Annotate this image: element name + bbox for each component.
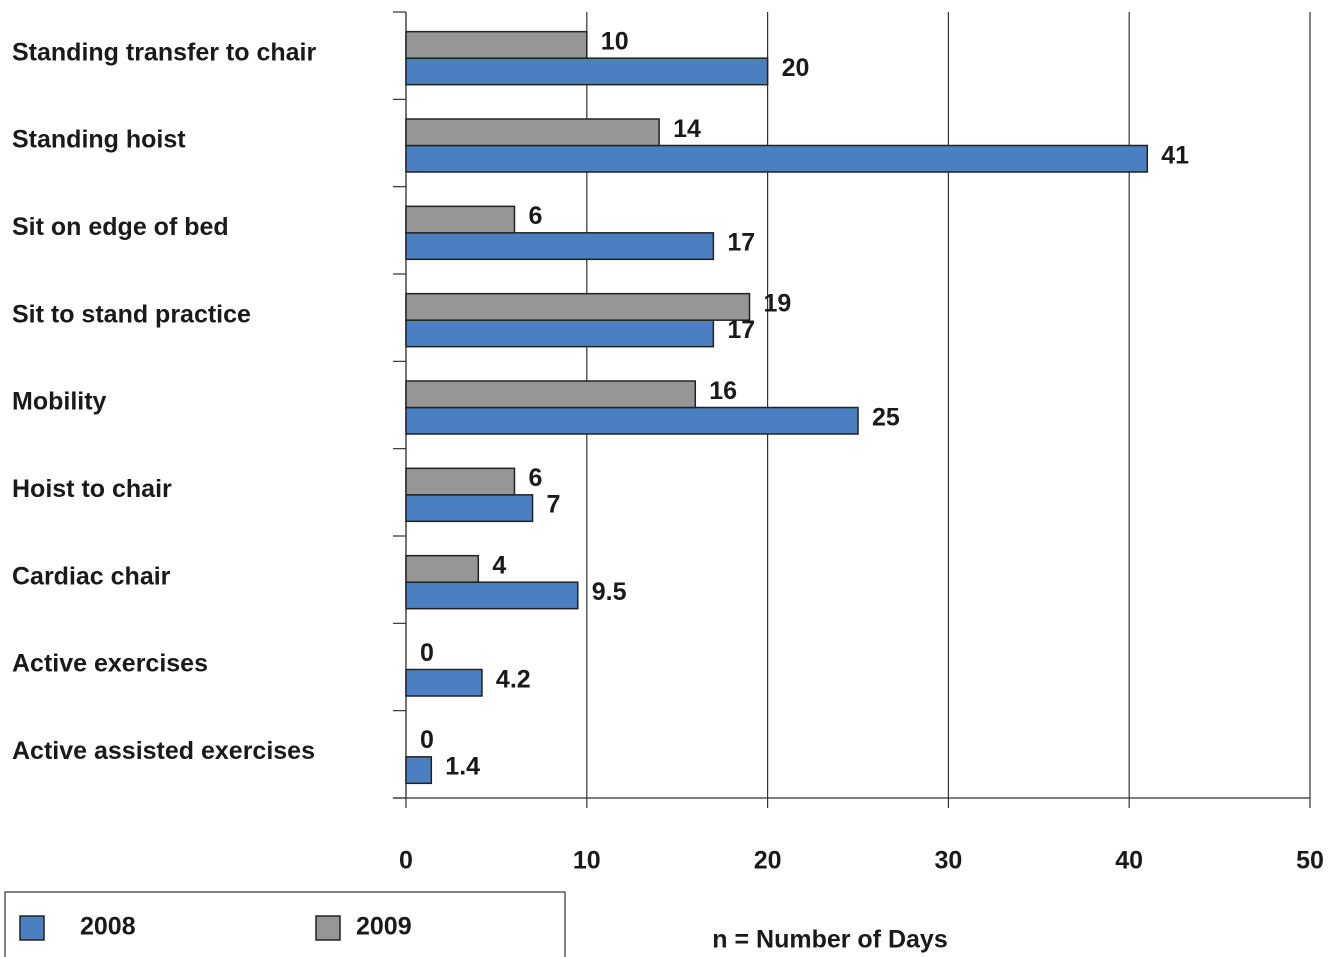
value-label: 7 [547,491,561,519]
category-label: Hoist to chair [12,475,172,503]
x-tick-label: 20 [754,847,782,875]
legend-label: 2008 [80,913,136,941]
bar [405,554,480,583]
category-label: Active exercises [12,650,208,678]
x-tick-label: 10 [573,847,601,875]
x-tick-label: 30 [934,847,962,875]
x-tick-label: 50 [1296,847,1324,875]
x-axis-label: n = Number of Days [712,926,947,954]
category-label: Standing transfer to chair [12,38,316,66]
bar [405,144,1149,173]
value-label: 4.2 [496,665,531,693]
value-label: 9.5 [592,578,627,606]
value-label: 17 [727,229,755,257]
bar [405,668,483,697]
value-label: 0 [420,726,434,754]
value-label: 10 [601,28,629,56]
legend-swatch [315,915,341,941]
value-label: 6 [528,464,542,492]
category-label: Active assisted exercises [12,737,315,765]
value-label: 19 [764,290,792,318]
value-label: 1.4 [445,753,480,781]
bar [405,118,660,147]
value-label: 0 [420,639,434,667]
bar [405,292,751,321]
legend-box [4,891,566,957]
category-label: Standing hoist [12,126,186,154]
legend-swatch [19,915,45,941]
x-tick-label: 40 [1115,847,1143,875]
value-label: 6 [528,202,542,230]
bar [405,756,433,785]
category-label: Mobility [12,388,107,416]
category-label: Sit to stand practice [12,300,251,328]
value-label: 25 [872,403,900,431]
x-tick-label: 0 [399,847,413,875]
bar [405,581,579,610]
bar [405,467,516,496]
value-label: 4 [492,552,506,580]
bar [405,205,516,234]
category-label: Cardiac chair [12,562,171,590]
bar [405,57,769,86]
bar [405,494,534,523]
category-label: Sit on edge of bed [12,213,229,241]
value-label: 41 [1161,141,1189,169]
legend-label: 2009 [356,913,412,941]
bar [405,30,588,59]
bar [405,380,697,409]
bar [405,406,859,435]
value-label: 20 [782,54,810,82]
value-label: 14 [673,115,701,143]
bar [405,319,715,348]
value-label: 16 [709,377,737,405]
bar [405,232,715,261]
